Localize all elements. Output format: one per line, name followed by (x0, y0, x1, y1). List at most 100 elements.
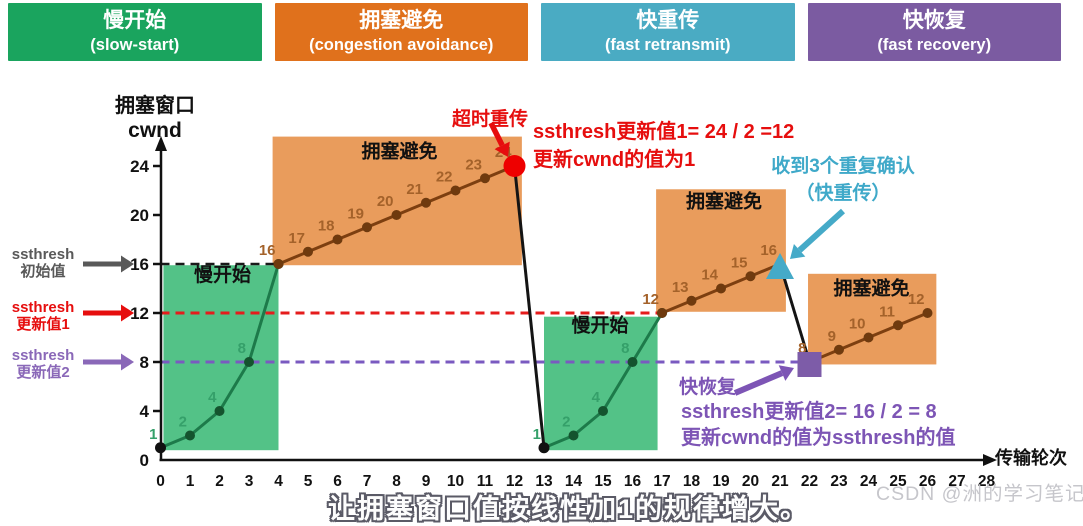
legend-slow-start-subtitle: (slow-start) (90, 36, 180, 54)
x-tick-label: 17 (653, 473, 670, 490)
x-tick-label: 10 (447, 473, 464, 490)
subtitle-caption: 让拥塞窗口值按线性加1的规律增大。 (328, 494, 810, 524)
data-point-label: 4 (592, 389, 601, 406)
x-tick-label: 24 (860, 473, 878, 490)
data-point (450, 185, 461, 196)
data-point-label: 9 (828, 328, 836, 345)
data-point (244, 357, 254, 367)
data-point-label: 20 (377, 193, 394, 210)
x-tick-label: 13 (535, 473, 553, 490)
x-tick-label: 7 (363, 473, 372, 490)
legend-congestion-avoidance: 拥塞避免 (congestion avoidance) (274, 3, 528, 61)
data-point-label: 2 (562, 414, 570, 431)
phase-legend: 慢开始 (slow-start) 拥塞避免 (congestion avoida… (8, 3, 1061, 61)
ssthresh-initial-label: ssthresh 初始值 (2, 246, 84, 280)
dupack-arrow-icon (797, 208, 846, 253)
data-point (480, 173, 490, 184)
data-point-label: 16 (760, 242, 777, 259)
data-point-label: 19 (347, 205, 364, 222)
region-label-congestion-avoidance-2: 拥塞避免 (686, 190, 762, 213)
x-tick-label: 22 (801, 473, 818, 490)
ssthresh-update1-line1: ssthresh (11, 299, 75, 316)
ssthresh-update2-line1: ssthresh (11, 347, 75, 364)
data-point-label: 13 (672, 279, 689, 296)
data-point (303, 246, 313, 257)
duplicate-ack-note: 收到3个重复确认 （快重传） (752, 153, 934, 207)
ssthresh-initial-line1: ssthresh (11, 246, 75, 263)
data-point-label: 1 (149, 426, 157, 443)
x-tick-label: 28 (978, 473, 996, 490)
data-point (627, 357, 638, 367)
x-tick-label: 27 (948, 473, 965, 490)
legend-fast-recovery: 快恢复 (fast recovery) (807, 3, 1061, 61)
region-congestion-avoidance-1 (272, 136, 522, 266)
data-point (185, 430, 195, 441)
data-point-label: 4 (208, 389, 217, 406)
y-axis-arrow-icon (155, 136, 167, 151)
marker-start-dot-1 (155, 442, 166, 454)
data-point (391, 210, 402, 220)
data-point (686, 295, 697, 306)
ssthresh-initial-arrow-icon-head-icon (121, 255, 134, 273)
y-tick-label: 12 (130, 304, 149, 323)
data-point-label: 10 (849, 316, 866, 333)
x-axis-arrow-icon (983, 454, 997, 466)
data-point (421, 197, 431, 208)
data-point-label: 2 (179, 414, 187, 431)
x-tick-label: 3 (245, 473, 254, 490)
x-tick-label: 6 (333, 473, 342, 490)
legend-congestion-avoidance-title: 拥塞避免 (359, 9, 444, 32)
data-point (568, 430, 579, 441)
y-tick-label: 4 (140, 402, 150, 421)
y-tick-label: 20 (130, 206, 149, 225)
marker-timeout-point (503, 155, 526, 177)
data-point-label: 11 (879, 303, 895, 320)
legend-fast-recovery-title: 快恢复 (902, 9, 966, 32)
y-axis-title-cwnd: cwnd (128, 119, 182, 142)
x-tick-label: 16 (624, 473, 642, 490)
data-point-label: 8 (798, 340, 806, 357)
x-tick-label: 25 (889, 473, 907, 490)
ssthresh-update1-note: ssthresh更新值1= 24 / 2 =12 更新cwnd的值为1 (533, 118, 794, 174)
data-point (657, 308, 667, 318)
x-tick-label: 23 (830, 473, 848, 490)
data-point (834, 344, 844, 355)
y-tick-label: 0 (140, 451, 149, 470)
series-fast-recovery-drop (778, 263, 811, 363)
data-point-label: 14 (701, 267, 718, 284)
x-tick-label: 12 (506, 473, 523, 490)
data-point-label: 8 (238, 340, 246, 357)
fast-recovery-label: 快恢复 (679, 377, 737, 398)
y-tick-label: 16 (130, 255, 149, 274)
data-point-label: 8 (621, 340, 629, 357)
legend-fast-retransmit: 快重传 (fast retransmit) (541, 3, 795, 61)
y-tick-label: 24 (130, 157, 149, 176)
legend-fast-retransmit-subtitle: (fast retransmit) (604, 36, 731, 54)
legend-slow-start: 慢开始 (slow-start) (8, 3, 262, 61)
x-tick-label: 26 (919, 473, 937, 490)
data-point (273, 259, 284, 269)
ssthresh-update2-note-line1: ssthresh更新值2= 16 / 2 = 8 (681, 401, 937, 423)
timeout-arrow-icon-head-icon (494, 141, 510, 157)
ssthresh-update1-note-line2: 更新cwnd的值为1 (533, 149, 696, 171)
region-label-slow-start-1: 慢开始 (194, 263, 251, 286)
ssthresh-update2-arrow-icon-head-icon (121, 353, 134, 371)
x-tick-label: 9 (422, 473, 431, 490)
data-point (362, 222, 372, 233)
x-tick-label: 1 (186, 473, 195, 490)
x-tick-label: 20 (742, 473, 759, 490)
fast-recovery-arrow-icon (733, 370, 784, 396)
y-tick-label: 8 (140, 353, 149, 372)
marker-start-dot-2 (538, 442, 550, 454)
legend-congestion-avoidance-subtitle: (congestion avoidance) (309, 36, 494, 54)
x-tick-label: 0 (156, 473, 165, 490)
y-axis-title: 拥塞窗口 cwnd (103, 94, 207, 143)
x-tick-label: 19 (712, 473, 730, 490)
x-tick-label: 11 (477, 473, 494, 490)
data-point (893, 320, 903, 331)
x-tick-label: 4 (274, 473, 283, 490)
legend-slow-start-title: 慢开始 (103, 9, 167, 32)
data-point-label: 12 (908, 291, 925, 308)
